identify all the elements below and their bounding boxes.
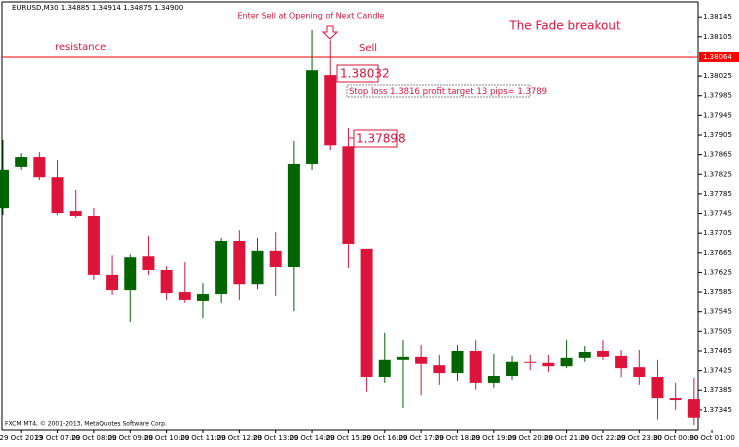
candle-body bbox=[469, 350, 482, 383]
x-tick-label: 29 Oct 13:00 bbox=[253, 434, 299, 442]
x-tick-label: 29 Oct 10:00 bbox=[144, 434, 190, 442]
y-tick-label: 1.37505 bbox=[703, 327, 732, 335]
x-tick-label: 29 Oct 22:00 bbox=[580, 434, 626, 442]
candle-body bbox=[233, 241, 246, 285]
candle-body bbox=[651, 376, 664, 399]
y-tick-label: 1.37945 bbox=[703, 111, 732, 119]
y-tick-label: 1.37385 bbox=[703, 386, 732, 394]
y-tick-label: 1.37905 bbox=[703, 131, 732, 139]
candle-body bbox=[160, 269, 173, 294]
candle-body bbox=[196, 294, 209, 301]
candle-body bbox=[433, 365, 446, 374]
candle-body bbox=[178, 292, 191, 300]
y-tick-label: 1.37625 bbox=[703, 268, 732, 276]
price-label-bg bbox=[699, 51, 739, 62]
y-tick-label: 1.38025 bbox=[703, 72, 732, 80]
x-tick-label: 29 Oct 17:00 bbox=[398, 434, 444, 442]
annotation: 1.37898 bbox=[356, 132, 406, 146]
candle-body bbox=[542, 362, 555, 367]
x-tick-label: 29 Oct 19:00 bbox=[471, 434, 517, 442]
label-box bbox=[353, 129, 398, 148]
x-tick-label: 29 Oct 12:00 bbox=[217, 434, 263, 442]
candle-body bbox=[396, 356, 409, 360]
y-tick-label: 1.37985 bbox=[703, 92, 732, 100]
x-tick-label: 29 Oct 20:00 bbox=[507, 434, 553, 442]
candle-body bbox=[633, 367, 646, 377]
y-tick-label: 1.37865 bbox=[703, 151, 732, 159]
price-label: 1.38064 bbox=[703, 53, 732, 61]
y-tick-label: 1.37785 bbox=[703, 190, 732, 198]
candle-body bbox=[560, 357, 573, 367]
x-tick-label: 29 Oct 21:00 bbox=[544, 434, 590, 442]
candle-body bbox=[287, 163, 300, 268]
x-tick-label: 29 Oct 07:00 bbox=[35, 434, 81, 442]
chart-title: EURUSD,M30 1.34885 1.34914 1.34875 1.349… bbox=[12, 4, 183, 12]
annotation: resistance bbox=[55, 42, 106, 53]
y-tick-label: 1.37825 bbox=[703, 170, 732, 178]
candle-body bbox=[487, 376, 500, 383]
chart-label: The Fade breakout bbox=[508, 19, 621, 33]
candle-body bbox=[124, 257, 137, 291]
candle-body bbox=[615, 355, 628, 369]
candle-body bbox=[415, 356, 428, 364]
candle-body bbox=[33, 157, 46, 178]
candle-body bbox=[69, 211, 82, 216]
x-tick-label: 29 Oct 23:00 bbox=[616, 434, 662, 442]
candle-body bbox=[360, 248, 373, 377]
y-tick-label: 1.38105 bbox=[703, 33, 732, 41]
x-tick-label: 29 Oct 11:00 bbox=[180, 434, 226, 442]
x-tick-label: 29 Oct 08:00 bbox=[71, 434, 117, 442]
x-tick-label: 29 Oct 2013 bbox=[0, 434, 43, 442]
x-tick-label: 29 Oct 09:00 bbox=[107, 434, 153, 442]
candle-body bbox=[378, 359, 391, 377]
candle-body bbox=[524, 361, 537, 363]
x-tick-label: 30 Oct 00:00 bbox=[653, 434, 699, 442]
candle-body bbox=[451, 350, 464, 374]
y-tick-label: 1.37345 bbox=[703, 406, 732, 414]
x-tick-label: 30 Oct 01:00 bbox=[689, 434, 735, 442]
candle-body bbox=[324, 75, 337, 146]
y-tick-label: 1.37465 bbox=[703, 347, 732, 355]
candle-body bbox=[142, 256, 155, 270]
candle-body bbox=[306, 70, 319, 164]
candle-body bbox=[15, 157, 28, 167]
candle-body bbox=[596, 350, 609, 357]
candle-body bbox=[342, 146, 355, 244]
label-box bbox=[336, 64, 379, 83]
y-tick-label: 1.37585 bbox=[703, 288, 732, 296]
label-box bbox=[346, 84, 531, 98]
candle-body bbox=[251, 250, 264, 285]
candle-body bbox=[669, 398, 682, 401]
y-tick-label: 1.37545 bbox=[703, 308, 732, 316]
x-tick-label: 29 Oct 16:00 bbox=[362, 434, 408, 442]
y-tick-label: 1.37425 bbox=[703, 367, 732, 375]
annotation: Sell bbox=[359, 43, 377, 54]
x-tick-label: 29 Oct 18:00 bbox=[435, 434, 481, 442]
x-tick-label: 29 Oct 14:00 bbox=[289, 434, 335, 442]
x-tick-label: 29 Oct 15:00 bbox=[326, 434, 372, 442]
y-tick-label: 1.37745 bbox=[703, 210, 732, 218]
annotation: Enter Sell at Opening of Next Candle bbox=[237, 12, 384, 21]
y-tick-label: 1.37705 bbox=[703, 229, 732, 237]
candle-body bbox=[51, 177, 64, 214]
y-tick-label: 1.37665 bbox=[703, 249, 732, 257]
candle-body bbox=[215, 241, 228, 295]
annotation: 1.38032 bbox=[340, 67, 390, 81]
candle-body bbox=[0, 169, 9, 209]
footer: FXCM MT4, © 2001-2013, MetaQuotes Softwa… bbox=[5, 421, 167, 428]
candle-body bbox=[87, 215, 100, 275]
candle-body bbox=[269, 250, 282, 268]
annotation: Stop loss 1.3816 profit target 13 pips= … bbox=[349, 87, 547, 97]
candle-body bbox=[506, 361, 519, 377]
candle-body bbox=[106, 274, 119, 291]
candle-body bbox=[578, 351, 591, 358]
arrow-icon bbox=[321, 25, 339, 40]
y-tick-label: 1.38145 bbox=[703, 13, 732, 21]
candle-body bbox=[687, 399, 700, 418]
